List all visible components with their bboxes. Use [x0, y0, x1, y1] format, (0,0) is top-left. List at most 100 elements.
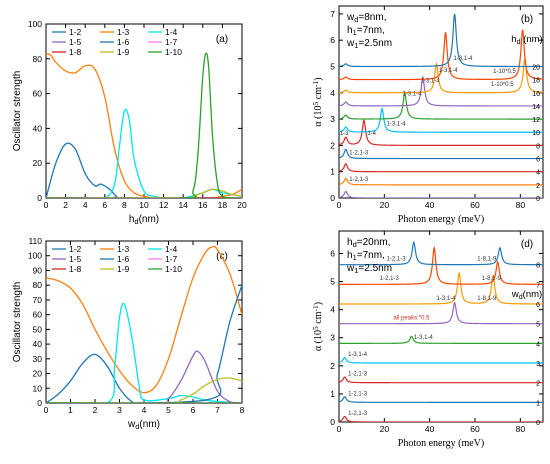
- legend-label-1-7: 1-7: [165, 37, 178, 47]
- peak-annotation: 1-2,1-3: [349, 151, 369, 157]
- trace-label-10: 10: [532, 130, 540, 137]
- x-axis-label: Photon energy (meV): [398, 214, 484, 225]
- y-tick-label: 3: [330, 114, 335, 124]
- spectrum-8: [339, 118, 543, 146]
- trace-label-16: 16: [532, 91, 540, 98]
- x-tick-label: 6: [102, 200, 107, 210]
- trace-label-2: 2: [536, 381, 540, 388]
- y-axis-label: Oscillator strength: [12, 71, 23, 152]
- y-axis-label: α (105 cm-1): [311, 302, 324, 351]
- peak-annotation: 1-10*0.5: [491, 82, 514, 88]
- param-text: w1=2.5nm: [346, 263, 392, 275]
- param-text: hd=20nm,: [347, 237, 390, 249]
- y-tick-label: 60: [33, 310, 43, 320]
- x-tick-label: 40: [425, 200, 435, 210]
- param-text: h1=7nm,: [347, 250, 385, 262]
- y-tick-label: 10: [33, 383, 43, 393]
- spectrum-0: [339, 190, 543, 198]
- spectrum-2: [339, 376, 543, 384]
- trace-label-4: 4: [536, 341, 540, 348]
- y-tick-label: 110: [28, 236, 42, 246]
- y-tick-label: 2: [330, 361, 335, 371]
- peak-annotation: 1-10*0.5: [493, 69, 516, 75]
- x-tick-label: 20: [237, 200, 247, 210]
- param-text: wd=8nm,: [346, 12, 386, 24]
- y-tick-label: 100: [28, 251, 42, 261]
- legend-label-1-8: 1-8: [69, 264, 82, 274]
- trace-label-7: 7: [536, 282, 540, 289]
- spectrum-2: [339, 177, 543, 186]
- series-line-1-6: [46, 284, 242, 403]
- panel-label: (d): [521, 239, 533, 250]
- x-tick-label: 16: [198, 200, 208, 210]
- panel-c: 0 1 2 3 4 5 6 7 80102030405060708090100110wd(nm)…: [12, 236, 245, 431]
- trace-label-0: 0: [536, 196, 540, 203]
- y-tick-label: 80: [33, 54, 43, 64]
- y-tick-label: 1: [330, 167, 335, 177]
- y-tick-label: 100: [28, 19, 42, 29]
- legend-label-1-5: 1-5: [69, 37, 82, 47]
- y-tick-label: 6: [330, 248, 335, 258]
- peak-annotation: 1-3,1-4: [439, 68, 459, 74]
- y-tick-label: 2: [330, 140, 335, 150]
- legend-label-1-4: 1-4: [165, 27, 178, 37]
- spectrum-5: [339, 301, 543, 325]
- peak-annotation: 1-8,1-9: [482, 276, 502, 282]
- trace-label-12: 12: [532, 117, 540, 124]
- trace-label-14: 14: [532, 104, 540, 111]
- peak-annotation: 1-2,1-3: [348, 372, 368, 378]
- y-tick-label: 4: [330, 305, 335, 315]
- y-tick-label: 60: [33, 89, 43, 99]
- peak-annotation: 1-2,1-3: [348, 391, 368, 397]
- x-tick-label: 4: [142, 405, 147, 415]
- y-tick-label: 3: [330, 333, 335, 343]
- spectrum-4: [339, 163, 543, 173]
- trace-label-6: 6: [536, 157, 540, 164]
- panel-a: 0 2 4 6 8 10 12 14 16 18 20 0 20 40 60 80 100 hd(nm) Oscil…: [12, 19, 247, 226]
- trace-label-5: 5: [536, 322, 540, 329]
- series-line-1-4: [46, 108, 242, 198]
- spectrum-10: [339, 106, 543, 133]
- x-tick-label: 10: [139, 200, 149, 210]
- y-tick-label: 50: [33, 324, 43, 334]
- legend-label-1-9: 1-9: [117, 264, 130, 274]
- trace-label-18: 18: [532, 78, 540, 85]
- y-tick-label: 0: [330, 193, 335, 203]
- y-tick-label: 0: [330, 417, 335, 427]
- spectrum-14: [339, 75, 543, 107]
- peak-annotation: 1-3,1-4: [414, 335, 434, 341]
- spectrum-8: [339, 240, 543, 266]
- x-tick-label: 8: [240, 405, 245, 415]
- plot-area: [46, 245, 242, 403]
- panel-label: (b): [521, 14, 533, 25]
- series-line-1-3: [46, 245, 242, 394]
- legend-label-1-10: 1-10: [165, 47, 182, 57]
- legend-label-1-10: 1-10: [165, 264, 182, 274]
- x-tick-label: 0: [337, 424, 342, 434]
- y-tick-label: 30: [33, 354, 43, 364]
- trace-label-2: 2: [536, 183, 540, 190]
- x-tick-label: 2: [63, 200, 68, 210]
- peak-annotation: 1-2,1-3: [349, 177, 369, 183]
- trace-label-8: 8: [536, 263, 540, 270]
- x-tick-label: 80: [516, 200, 526, 210]
- x-tick-label: 20: [380, 200, 390, 210]
- x-tick-label: 0: [337, 200, 342, 210]
- x-tick-label: 4: [83, 200, 88, 210]
- y-tick-label: 7: [330, 9, 335, 19]
- y-tick-label: 40: [33, 123, 43, 133]
- x-tick-label: 14: [178, 200, 188, 210]
- legend-label-1-3: 1-3: [117, 27, 130, 37]
- peak-annotation: 1-3,1-4: [453, 56, 473, 62]
- spectrum-18: [339, 29, 543, 81]
- legend-label-1-9: 1-9: [117, 47, 130, 57]
- spectrum-16: [339, 56, 543, 94]
- series-line-1-9: [46, 377, 242, 403]
- param-text: h1=7nm,: [347, 25, 385, 37]
- peak-annotation: 1-3,1-4: [421, 78, 441, 84]
- trace-label-1: 1: [536, 400, 540, 407]
- spectrum-12: [339, 91, 543, 120]
- legend-label-1-2: 1-2: [69, 27, 82, 37]
